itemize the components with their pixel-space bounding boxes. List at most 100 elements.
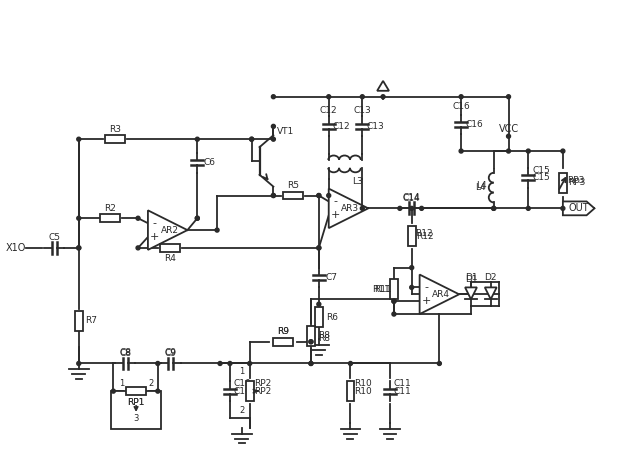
Circle shape (196, 216, 199, 220)
Circle shape (228, 361, 232, 366)
Circle shape (317, 194, 321, 198)
Text: C8: C8 (119, 349, 131, 358)
Text: 2: 2 (239, 407, 245, 416)
Text: R2: R2 (105, 204, 116, 213)
Circle shape (392, 312, 396, 316)
Text: R7: R7 (85, 317, 98, 326)
Text: C14: C14 (403, 193, 420, 202)
Text: R5: R5 (287, 181, 299, 190)
Circle shape (309, 340, 313, 344)
Circle shape (491, 207, 496, 210)
Circle shape (271, 124, 275, 129)
Text: RP3: RP3 (568, 178, 586, 187)
Circle shape (410, 266, 413, 269)
Circle shape (309, 340, 313, 344)
Text: D2: D2 (485, 273, 497, 282)
Text: C8: C8 (119, 348, 131, 357)
Circle shape (317, 246, 321, 250)
Text: C11: C11 (394, 387, 412, 396)
Text: C12: C12 (320, 106, 337, 115)
Text: R9: R9 (277, 327, 289, 337)
Circle shape (491, 207, 496, 210)
Circle shape (420, 207, 423, 210)
Bar (75, 311, 83, 331)
Circle shape (77, 137, 80, 141)
Text: -: - (153, 218, 157, 228)
Circle shape (136, 216, 140, 220)
Circle shape (506, 95, 511, 99)
Circle shape (410, 207, 413, 210)
Text: AR3: AR3 (342, 204, 360, 213)
Text: C6: C6 (203, 159, 215, 168)
Text: AR4: AR4 (432, 290, 451, 299)
Circle shape (271, 95, 275, 99)
Text: R11: R11 (372, 285, 390, 294)
Bar (246, 381, 254, 401)
Circle shape (196, 137, 199, 141)
Circle shape (309, 361, 313, 366)
Text: C16: C16 (465, 120, 483, 129)
Text: 1: 1 (239, 367, 245, 376)
Circle shape (77, 216, 80, 220)
Circle shape (392, 299, 396, 303)
Polygon shape (148, 210, 188, 250)
Text: C15: C15 (532, 173, 550, 182)
Bar (274, 338, 293, 346)
Text: RP2: RP2 (254, 387, 271, 396)
Circle shape (156, 361, 160, 366)
Text: C11: C11 (394, 379, 412, 388)
Circle shape (526, 207, 530, 210)
Bar (390, 279, 398, 299)
Circle shape (561, 207, 565, 210)
Text: +: + (150, 232, 160, 242)
Text: -: - (425, 282, 428, 292)
Text: 1: 1 (119, 379, 124, 388)
Text: L3: L3 (352, 177, 363, 186)
Text: R12: R12 (416, 231, 433, 240)
Circle shape (271, 194, 275, 198)
Circle shape (271, 137, 275, 141)
Text: C5: C5 (48, 234, 60, 242)
Circle shape (317, 194, 321, 198)
Text: C13: C13 (366, 122, 384, 131)
Circle shape (196, 216, 199, 220)
Bar (126, 387, 146, 395)
Circle shape (392, 299, 396, 303)
Circle shape (77, 361, 80, 366)
Text: RP3: RP3 (567, 176, 584, 185)
Text: R10: R10 (355, 387, 372, 396)
Bar (347, 381, 355, 401)
Polygon shape (377, 81, 389, 91)
Text: R3: R3 (110, 125, 121, 134)
Circle shape (327, 194, 331, 198)
Polygon shape (465, 288, 477, 299)
Bar (105, 135, 125, 143)
Text: RP1: RP1 (128, 397, 145, 407)
Text: R6: R6 (326, 313, 338, 322)
Polygon shape (485, 288, 496, 299)
Circle shape (360, 207, 365, 210)
Text: R9: R9 (277, 327, 289, 337)
Text: VCC: VCC (498, 124, 519, 134)
Text: L4: L4 (477, 181, 487, 190)
Circle shape (111, 389, 115, 393)
Circle shape (249, 137, 254, 141)
Circle shape (77, 246, 80, 250)
Text: L4: L4 (475, 183, 486, 192)
Text: AR2: AR2 (161, 226, 179, 235)
Text: C7: C7 (326, 273, 338, 282)
Bar (284, 191, 303, 199)
Circle shape (136, 246, 140, 250)
Text: C9: C9 (165, 349, 176, 358)
Bar (315, 307, 322, 327)
Circle shape (360, 95, 365, 99)
Circle shape (526, 149, 530, 153)
Circle shape (459, 149, 463, 153)
Circle shape (77, 246, 80, 250)
Circle shape (348, 361, 352, 366)
Text: RP1: RP1 (128, 397, 145, 407)
Bar (408, 226, 416, 246)
Text: C10: C10 (234, 387, 252, 396)
Text: R4: R4 (163, 254, 176, 263)
Circle shape (327, 95, 331, 99)
